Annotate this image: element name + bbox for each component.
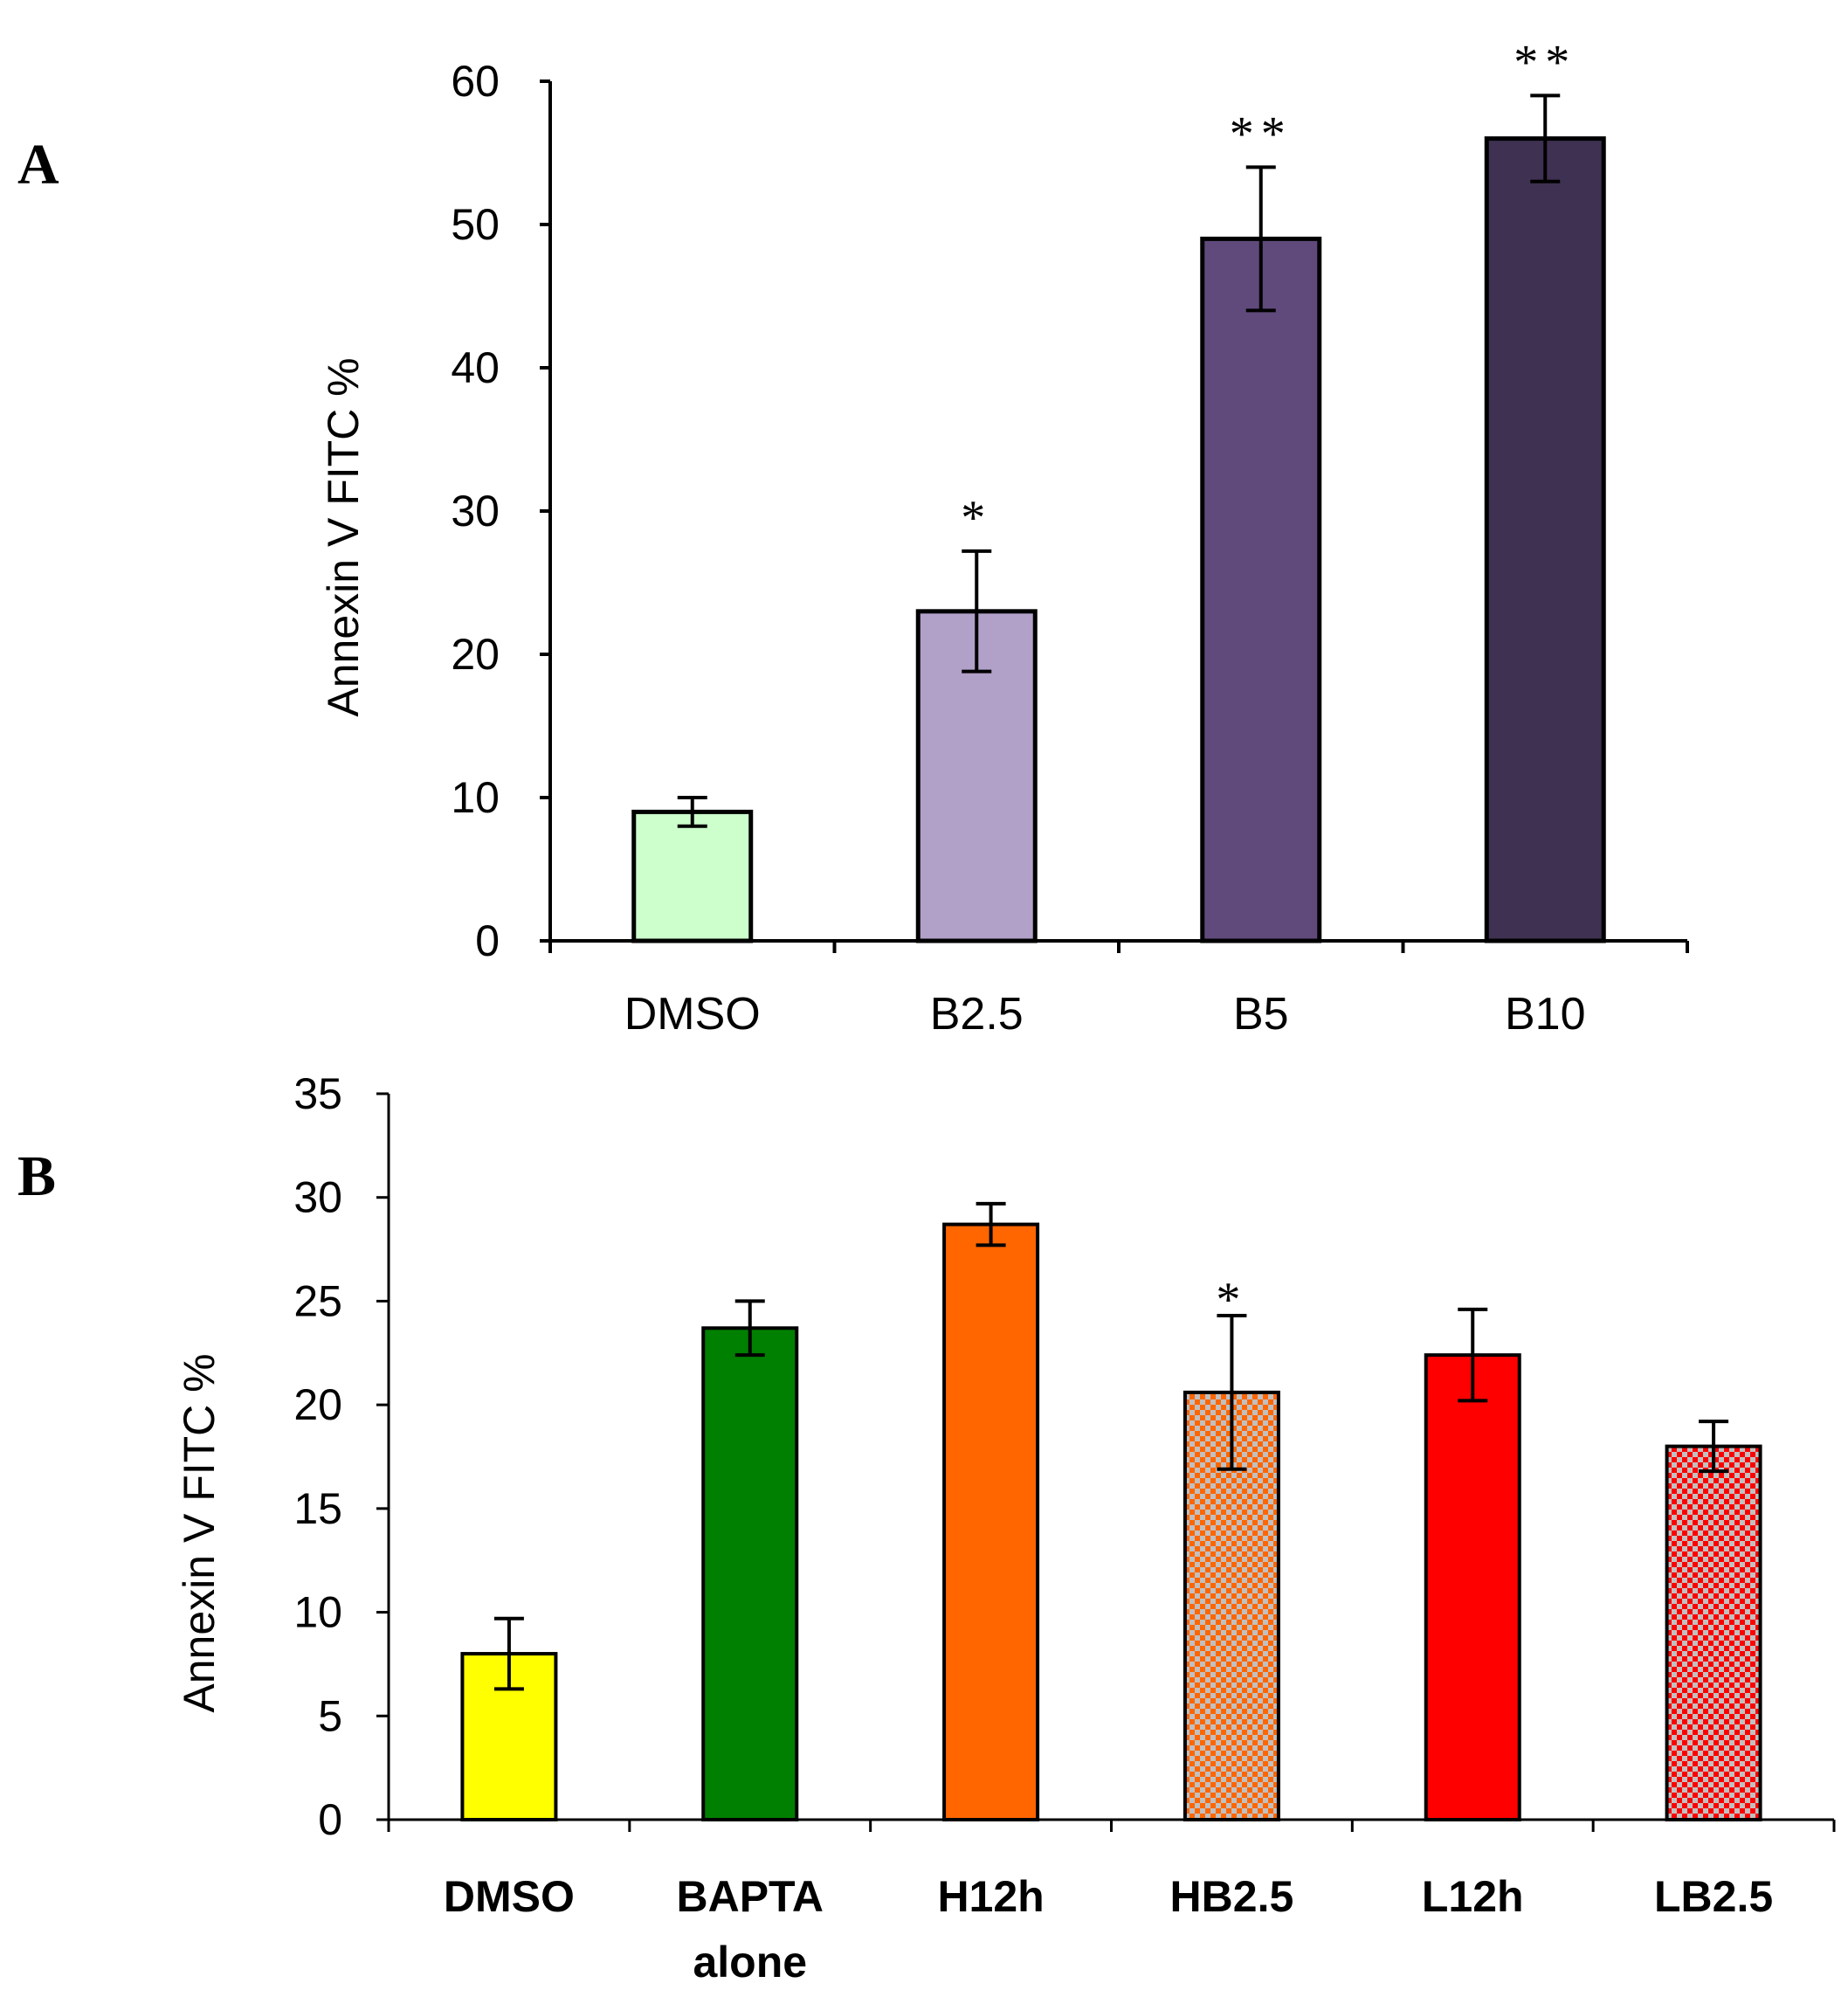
panel-b-error-bar <box>734 1299 765 1358</box>
panel-b-error-bar <box>976 1201 1006 1247</box>
panel-b-bar <box>1424 1353 1521 1822</box>
panel-b-category-label: DMSO <box>444 1872 575 1921</box>
panel-b-category-label: L12h <box>1422 1872 1524 1921</box>
panel-b-y-tick-label: 0 <box>318 1795 342 1844</box>
panel-a-error-bar <box>962 549 992 674</box>
panel-b-plot-area: 0 5 10 15 20 25 30 35 DMSO BAPTA alone H12h HB2.5 * L1… <box>293 1069 1836 1987</box>
panel-a-y-tick-label: 10 <box>451 773 500 822</box>
panel-b-y-tick-label: 25 <box>293 1276 342 1325</box>
panel-b-significance-marker: * <box>1216 1273 1247 1327</box>
panel-a-category-label: B2.5 <box>930 989 1024 1040</box>
panel-b-category-label: alone <box>693 1938 807 1987</box>
panel-a-error-bar <box>1530 93 1561 183</box>
panel-a-y-axis-title: Annexin V FITC % <box>319 357 368 716</box>
panel-b-error-bar <box>1458 1307 1488 1403</box>
panel-b-bar <box>1665 1444 1762 1821</box>
panel-a-significance-marker: ** <box>1514 35 1576 89</box>
panel-a-y-tick-label: 20 <box>451 630 500 679</box>
panel-b: B Annexin V FITC % 0 5 10 15 20 25 30 35 DMSO BAP… <box>17 1069 1836 1987</box>
panel-b-error-bar <box>1699 1420 1729 1474</box>
panel-a-letter: A <box>17 133 59 197</box>
panel-b-error-bar <box>493 1616 524 1691</box>
panel-b-y-tick-label: 35 <box>293 1069 342 1118</box>
panel-a-bar <box>1200 236 1322 943</box>
panel-b-bar <box>701 1326 799 1821</box>
panel-b-y-axis-title: Annexin V FITC % <box>175 1353 224 1712</box>
panel-b-error-bar <box>1217 1314 1247 1471</box>
panel-b-category-label: BAPTA <box>676 1872 824 1921</box>
panel-a-y-tick-label: 40 <box>451 343 500 392</box>
panel-a-significance-marker: * <box>961 491 992 545</box>
panel-b-category-label: HB2.5 <box>1170 1872 1294 1921</box>
panel-a-category-label: DMSO <box>624 989 761 1040</box>
panel-a-y-tick-label: 50 <box>451 200 500 249</box>
panel-a-category-label: B10 <box>1505 989 1586 1040</box>
panel-a-y-tick-label: 60 <box>451 57 500 106</box>
panel-a-plot-area: 0 10 20 30 40 50 60 DMSO B2.5 * B5 ** B10 ** <box>451 35 1689 1040</box>
panel-b-bar <box>942 1222 1040 1821</box>
panel-a-y-tick-label: 30 <box>451 487 500 536</box>
panel-b-category-label: H12h <box>937 1872 1044 1921</box>
panel-a-bar <box>1484 136 1606 943</box>
panel-a-category-label: B5 <box>1233 989 1289 1040</box>
panel-b-y-tick-label: 30 <box>293 1173 342 1222</box>
panel-a-y-tick-label: 0 <box>475 916 500 965</box>
panel-b-letter: B <box>17 1144 56 1208</box>
panel-b-y-tick-label: 5 <box>318 1691 342 1740</box>
panel-a-error-bar <box>677 796 707 828</box>
panel-a-significance-marker: ** <box>1230 107 1293 161</box>
panel-b-category-label: LB2.5 <box>1654 1872 1773 1921</box>
panel-b-y-tick-label: 10 <box>293 1588 342 1637</box>
panel-b-y-tick-label: 15 <box>293 1484 342 1533</box>
panel-b-y-tick-label: 20 <box>293 1380 342 1429</box>
panel-a: A Annexin V FITC % 0 10 20 30 40 50 60 DMSO B2.5… <box>17 35 1689 1040</box>
panel-a-error-bar <box>1245 165 1276 313</box>
panel-a-bar <box>631 809 754 943</box>
